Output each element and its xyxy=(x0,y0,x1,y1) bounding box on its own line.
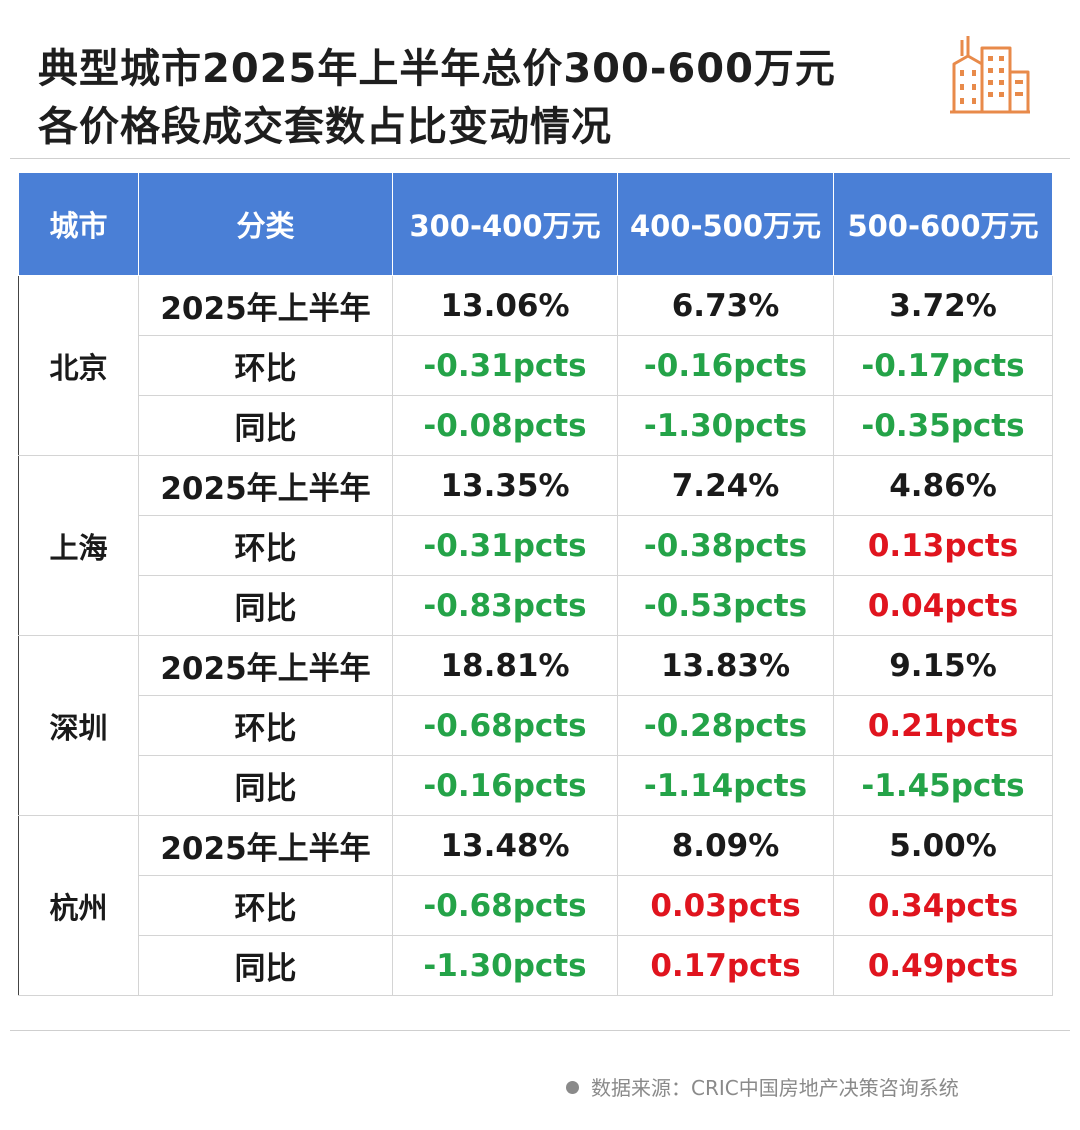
value-cell: 0.21pcts xyxy=(833,695,1053,756)
header-400-500: 400-500万元 xyxy=(617,172,834,276)
table-row: 环比 -0.31pcts -0.16pcts -0.17pcts xyxy=(19,335,1053,396)
value-cell: 6.73% xyxy=(617,275,834,336)
value-cell: 0.13pcts xyxy=(833,515,1053,576)
value-cell: 9.15% xyxy=(833,635,1053,696)
value-cell: -0.68pcts xyxy=(392,875,618,936)
value-cell: -0.17pcts xyxy=(833,335,1053,396)
table-row: 杭州 2025年上半年 13.48% 8.09% 5.00% xyxy=(18,815,1053,996)
value-cell: -0.35pcts xyxy=(833,395,1053,456)
value-cell: 0.49pcts xyxy=(833,935,1053,996)
table-row: 同比 -1.30pcts 0.17pcts 0.49pcts xyxy=(19,935,1053,996)
value-cell: 13.48% xyxy=(392,815,618,876)
category-cell: 同比 xyxy=(138,395,393,456)
page-title: 典型城市2025年上半年总价300-600万元 各价格段成交套数占比变动情况 xyxy=(38,40,918,156)
value-cell: -1.30pcts xyxy=(617,395,834,456)
value-cell: 18.81% xyxy=(392,635,618,696)
value-cell: 0.03pcts xyxy=(617,875,834,936)
value-cell: -0.16pcts xyxy=(392,755,618,816)
category-cell: 同比 xyxy=(138,755,393,816)
table-row: 环比 -0.68pcts -0.28pcts 0.21pcts xyxy=(19,695,1053,756)
city-name-cell: 杭州 xyxy=(18,815,139,996)
value-cell: -0.08pcts xyxy=(392,395,618,456)
value-cell: -0.38pcts xyxy=(617,515,834,576)
value-cell: 0.17pcts xyxy=(617,935,834,996)
value-cell: 3.72% xyxy=(833,275,1053,336)
value-cell: 13.35% xyxy=(392,455,618,516)
category-cell: 环比 xyxy=(138,335,393,396)
header-500-600: 500-600万元 xyxy=(833,172,1053,276)
value-cell: -1.14pcts xyxy=(617,755,834,816)
city-name-cell: 深圳 xyxy=(18,635,139,816)
title-line-2: 各价格段成交套数占比变动情况 xyxy=(38,104,612,150)
table-row: 上海 2025年上半年 13.35% 7.24% 4.86% xyxy=(18,455,1053,636)
table-row: 环比 -0.68pcts 0.03pcts 0.34pcts xyxy=(19,875,1053,936)
table-row: 同比 -0.16pcts -1.14pcts -1.45pcts xyxy=(19,755,1053,816)
value-cell: 7.24% xyxy=(617,455,834,516)
header-city: 城市 xyxy=(18,172,139,276)
table-row: 深圳 2025年上半年 18.81% 13.83% 9.15% xyxy=(18,635,1053,816)
value-cell: -0.28pcts xyxy=(617,695,834,756)
category-cell: 环比 xyxy=(138,695,393,756)
value-cell: -0.53pcts xyxy=(617,575,834,636)
city-name-cell: 上海 xyxy=(18,455,139,636)
table-row: 环比 -0.31pcts -0.38pcts 0.13pcts xyxy=(19,515,1053,576)
value-cell: -0.31pcts xyxy=(392,515,618,576)
value-cell: -0.83pcts xyxy=(392,575,618,636)
value-cell: 13.06% xyxy=(392,275,618,336)
value-cell: 5.00% xyxy=(833,815,1053,876)
category-cell: 2025年上半年 xyxy=(138,635,393,696)
category-cell: 同比 xyxy=(138,575,393,636)
table-row: 同比 -0.83pcts -0.53pcts 0.04pcts xyxy=(19,575,1053,636)
value-cell: 4.86% xyxy=(833,455,1053,516)
table-row: 同比 -0.08pcts -1.30pcts -0.35pcts xyxy=(19,395,1053,456)
value-cell: -0.31pcts xyxy=(392,335,618,396)
value-cell: -1.30pcts xyxy=(392,935,618,996)
value-cell: -0.68pcts xyxy=(392,695,618,756)
category-cell: 环比 xyxy=(138,515,393,576)
table-header-row: 城市 分类 300-400万元 400-500万元 500-600万元 xyxy=(18,172,1053,276)
buildings-icon xyxy=(950,36,1030,114)
table-row: 北京 2025年上半年 13.06% 6.73% 3.72% xyxy=(18,275,1053,456)
value-cell: -0.16pcts xyxy=(617,335,834,396)
value-cell: -1.45pcts xyxy=(833,755,1053,816)
top-divider xyxy=(10,158,1070,159)
category-cell: 2025年上半年 xyxy=(138,815,393,876)
category-cell: 2025年上半年 xyxy=(138,455,393,516)
title-line-1: 典型城市2025年上半年总价300-600万元 xyxy=(38,46,836,92)
data-source: 数据来源：CRIC中国房地产决策咨询系统 xyxy=(566,1072,959,1101)
header-category: 分类 xyxy=(138,172,393,276)
category-cell: 2025年上半年 xyxy=(138,275,393,336)
bullet-dot-icon xyxy=(566,1081,579,1094)
city-name-cell: 北京 xyxy=(18,275,139,456)
value-cell: 13.83% xyxy=(617,635,834,696)
value-cell: 8.09% xyxy=(617,815,834,876)
category-cell: 环比 xyxy=(138,875,393,936)
value-cell: 0.04pcts xyxy=(833,575,1053,636)
category-cell: 同比 xyxy=(138,935,393,996)
bottom-divider xyxy=(10,1030,1070,1031)
header-300-400: 300-400万元 xyxy=(392,172,618,276)
source-text: 数据来源：CRIC中国房地产决策咨询系统 xyxy=(591,1076,959,1100)
value-cell: 0.34pcts xyxy=(833,875,1053,936)
price-share-table: 城市 分类 300-400万元 400-500万元 500-600万元 北京 20… xyxy=(18,172,1053,996)
